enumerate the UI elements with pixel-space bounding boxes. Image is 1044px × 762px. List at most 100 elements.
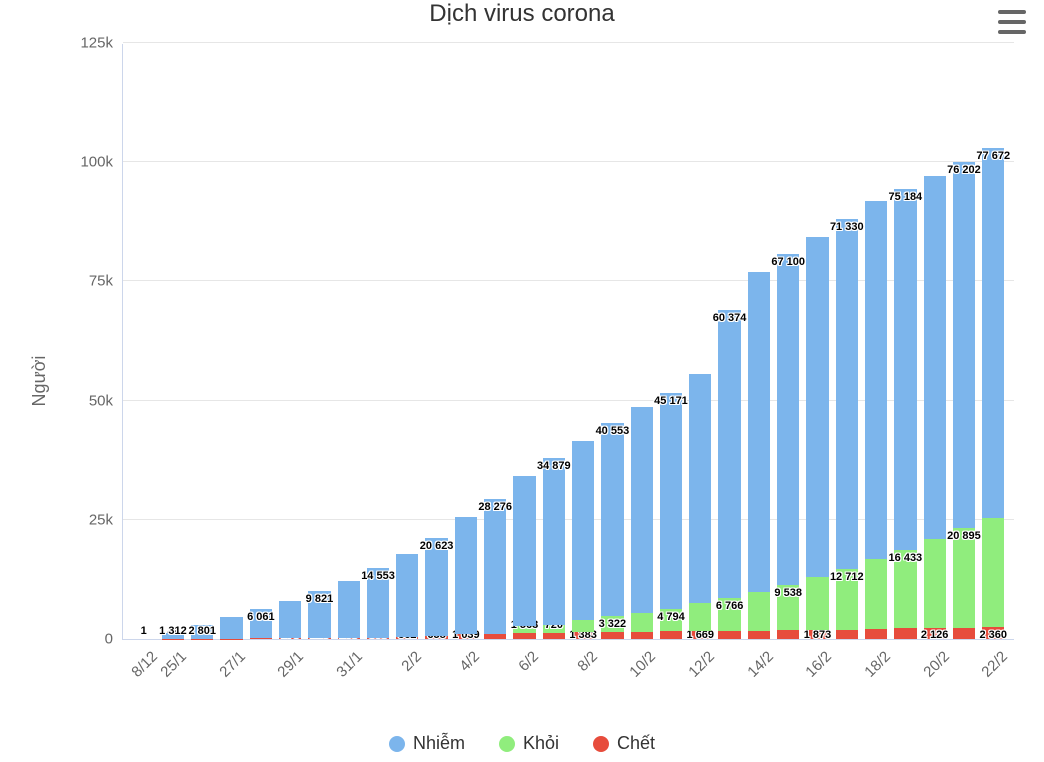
stacked-bar[interactable]: 1 669 [689,374,711,639]
bar-segment-chết[interactable] [484,634,506,639]
bar-segment-chết[interactable] [660,631,682,639]
menu-button[interactable] [998,10,1026,34]
bar-segment-chết[interactable]: 1 669 [689,631,711,639]
bar-segment-nhiễm[interactable]: 71 330 [836,219,858,569]
stacked-bar[interactable] [748,272,770,639]
stacked-bar[interactable] [631,407,653,639]
bar-segment-chết[interactable] [894,628,916,639]
bar-segment-nhiễm[interactable] [396,554,418,637]
bar-segment-chết[interactable]: 1 383 [572,632,594,639]
stacked-bar[interactable]: 362 [396,554,418,639]
bar-segment-khỏi[interactable]: 4 794 [660,609,682,632]
bar-segment-khỏi[interactable]: 6 766 [718,598,740,630]
bar-segment-nhiễm[interactable]: 76 202 [953,162,975,528]
bar-segment-nhiễm[interactable]: 77 672 [982,148,1004,518]
bar-segment-nhiễm[interactable] [513,476,535,626]
bar-segment-nhiễm[interactable] [924,176,946,539]
stacked-bar[interactable]: 1 383 [572,441,594,639]
bar-segment-nhiễm[interactable] [572,441,594,620]
stacked-bar[interactable]: 1 873 [806,237,828,639]
bar-segment-nhiễm[interactable]: 60 374 [718,310,740,598]
bar-segment-nhiễm[interactable]: 2 801 [191,625,213,638]
bar-segment-chết[interactable]: 1 039 [455,634,477,639]
stacked-bar[interactable]: 20 89576 202 [953,162,975,639]
bar-segment-chết[interactable]: 213 [308,638,330,639]
bar-segment-khỏi[interactable] [982,518,1004,627]
bar-segment-khỏi[interactable]: 20 895 [953,528,975,628]
stacked-bar[interactable]: 106 [220,617,242,639]
bar-segment-khỏi[interactable] [572,620,594,632]
stacked-bar[interactable]: 28 276 [484,499,506,639]
stacked-bar[interactable]: 30514 553 [367,568,389,639]
legend-item-chết[interactable]: Chết [593,733,655,754]
bar-segment-khỏi[interactable] [689,603,711,631]
stacked-bar[interactable]: 170 [279,601,301,639]
stacked-bar[interactable]: 2 801 [191,625,213,639]
legend-item-khỏi[interactable]: Khỏi [499,733,559,754]
bar-segment-nhiễm[interactable]: 45 171 [660,393,682,608]
stacked-bar[interactable]: 2 126 [924,176,946,639]
bar-segment-nhiễm[interactable]: 14 553 [367,568,389,637]
bar-segment-chết[interactable]: 658 [425,636,447,639]
bar-segment-nhiễm[interactable] [279,601,301,638]
bar-segment-nhiễm[interactable]: 75 184 [894,189,916,550]
stacked-bar[interactable]: 1 039 [455,517,477,639]
stacked-bar[interactable] [865,201,887,639]
bar-segment-nhiễm[interactable] [806,237,828,577]
bar-segment-khỏi[interactable]: 3 322 [601,616,623,632]
bar-segment-nhiễm[interactable] [865,201,887,559]
bar-segment-chết[interactable] [513,633,535,639]
bar-segment-khỏi[interactable]: 1 563 [513,626,535,633]
bar-segment-nhiễm[interactable]: 34 879 [543,458,565,624]
bar-segment-chết[interactable]: 2 126 [924,628,946,639]
stacked-bar[interactable]: 2 360 77 672 [982,148,1004,639]
bar-segment-chết[interactable] [953,628,975,639]
bar-segment-nhiễm[interactable] [631,407,653,613]
bar-segment-khỏi[interactable]: 12 712 [836,569,858,630]
stacked-bar[interactable]: 3 32240 553 [601,423,623,639]
stacked-bar[interactable]: 1 563 [513,476,535,639]
stacked-bar[interactable]: 6 76660 374 [718,310,740,639]
legend-item-nhiễm[interactable]: Nhiễm [389,733,465,754]
bar-segment-chết[interactable]: 1 873 [806,630,828,639]
stacked-bar[interactable]: 72034 879 [543,458,565,639]
stacked-bar[interactable]: 16 43375 184 [894,189,916,639]
bar-segment-chết[interactable]: 2 360 [982,627,1004,639]
bar-segment-chết[interactable] [543,633,565,639]
bar-segment-chết[interactable]: 106 [220,639,242,640]
bar-segment-chết[interactable] [718,631,740,639]
bar-segment-chết[interactable]: 259 [338,638,360,639]
bar-segment-nhiễm[interactable]: 20 623 [425,538,447,636]
stacked-bar[interactable]: 251 312 [162,633,184,639]
bar-segment-khỏi[interactable] [865,559,887,628]
bar-segment-nhiễm[interactable] [220,617,242,639]
stacked-bar[interactable]: 259 [338,581,360,639]
bar-segment-nhiễm[interactable] [455,517,477,634]
bar-segment-chết[interactable]: 305 [367,638,389,639]
stacked-bar[interactable]: 6 061 [250,609,272,639]
bar-segment-chết[interactable]: 362 [396,637,418,639]
bar-segment-nhiễm[interactable] [338,581,360,638]
stacked-bar[interactable]: 65820 623 [425,538,447,639]
bar-segment-chết[interactable] [631,632,653,639]
bar-segment-chết[interactable]: 170 [279,638,301,639]
bar-segment-chết[interactable] [836,630,858,640]
stacked-bar[interactable]: 4 79445 171 [660,393,682,639]
bar-segment-nhiễm[interactable]: 1 312 [162,633,184,639]
bar-segment-chết[interactable] [601,632,623,639]
bar-segment-khỏi[interactable]: 9 538 [777,585,799,630]
bar-segment-nhiễm[interactable]: 28 276 [484,499,506,634]
bar-segment-chết[interactable] [865,629,887,639]
bar-segment-nhiễm[interactable]: 6 061 [250,609,272,638]
stacked-bar[interactable]: 9 53867 100 [777,254,799,639]
stacked-bar[interactable]: 2139 821 [308,591,330,639]
bar-segment-nhiễm[interactable]: 67 100 [777,254,799,584]
bar-segment-chết[interactable] [777,630,799,639]
bar-segment-chết[interactable] [748,631,770,639]
bar-segment-khỏi[interactable] [806,577,828,629]
bar-segment-chết[interactable] [250,638,272,639]
stacked-bar[interactable]: 12 71271 330 [836,219,858,639]
bar-segment-khỏi[interactable] [748,592,770,631]
bar-segment-nhiễm[interactable] [689,374,711,602]
bar-segment-khỏi[interactable] [924,539,946,628]
